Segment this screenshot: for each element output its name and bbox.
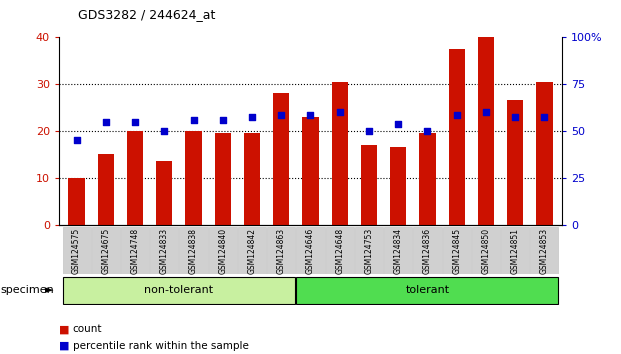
Text: GSM124845: GSM124845: [452, 228, 461, 274]
Bar: [63, 227, 91, 274]
Bar: [419, 133, 435, 225]
Text: count: count: [73, 324, 102, 334]
Bar: [449, 49, 465, 225]
Bar: [414, 227, 442, 274]
Bar: [121, 227, 149, 274]
Point: [276, 112, 286, 118]
Text: GSM124863: GSM124863: [277, 228, 286, 274]
Bar: [186, 131, 202, 225]
Bar: [63, 276, 296, 304]
Point: [364, 128, 374, 134]
Point: [130, 119, 140, 125]
Point: [189, 117, 199, 122]
Bar: [209, 227, 237, 274]
Bar: [179, 227, 207, 274]
Text: specimen: specimen: [1, 285, 55, 295]
Bar: [150, 227, 178, 274]
Bar: [273, 93, 289, 225]
Bar: [390, 147, 406, 225]
Bar: [156, 161, 172, 225]
Bar: [296, 227, 325, 274]
Bar: [384, 227, 412, 274]
Bar: [302, 117, 319, 225]
Text: percentile rank within the sample: percentile rank within the sample: [73, 341, 248, 351]
Point: [393, 121, 403, 127]
Point: [540, 114, 550, 120]
Text: GSM124853: GSM124853: [540, 228, 549, 274]
Text: GSM124851: GSM124851: [510, 228, 520, 274]
Text: GSM124836: GSM124836: [423, 228, 432, 274]
Point: [306, 112, 315, 118]
Point: [218, 117, 228, 122]
Text: non-tolerant: non-tolerant: [144, 285, 214, 295]
Text: GSM124838: GSM124838: [189, 228, 198, 274]
Text: GSM124646: GSM124646: [306, 228, 315, 274]
Text: GSM124842: GSM124842: [248, 228, 256, 274]
Bar: [68, 178, 84, 225]
Bar: [127, 131, 143, 225]
Text: tolerant: tolerant: [406, 285, 450, 295]
Bar: [478, 37, 494, 225]
Text: GSM124850: GSM124850: [481, 228, 491, 274]
Text: GSM124833: GSM124833: [160, 228, 169, 274]
Bar: [215, 133, 231, 225]
Bar: [361, 145, 377, 225]
Bar: [507, 101, 524, 225]
Point: [335, 109, 345, 115]
Text: ■: ■: [59, 341, 70, 351]
Bar: [332, 82, 348, 225]
Bar: [97, 154, 114, 225]
Bar: [325, 227, 354, 274]
Bar: [296, 276, 558, 304]
Point: [510, 114, 520, 120]
Bar: [443, 227, 471, 274]
Point: [422, 128, 432, 134]
Text: GDS3282 / 244624_at: GDS3282 / 244624_at: [78, 8, 215, 21]
Text: GSM124575: GSM124575: [72, 228, 81, 274]
Bar: [501, 227, 529, 274]
Text: ►: ►: [45, 285, 53, 295]
Text: GSM124753: GSM124753: [365, 228, 373, 274]
Text: GSM124840: GSM124840: [218, 228, 227, 274]
Text: ■: ■: [59, 324, 70, 334]
Text: GSM124748: GSM124748: [130, 228, 140, 274]
Bar: [267, 227, 296, 274]
Bar: [244, 133, 260, 225]
Bar: [472, 227, 500, 274]
Bar: [238, 227, 266, 274]
Bar: [92, 227, 120, 274]
Point: [481, 109, 491, 115]
Point: [451, 112, 461, 118]
Point: [101, 119, 111, 125]
Text: GSM124675: GSM124675: [101, 228, 111, 274]
Text: GSM124834: GSM124834: [394, 228, 403, 274]
Bar: [355, 227, 383, 274]
Text: GSM124648: GSM124648: [335, 228, 344, 274]
Point: [247, 114, 257, 120]
Bar: [537, 82, 553, 225]
Point: [160, 128, 170, 134]
Bar: [530, 227, 558, 274]
Point: [71, 137, 81, 143]
